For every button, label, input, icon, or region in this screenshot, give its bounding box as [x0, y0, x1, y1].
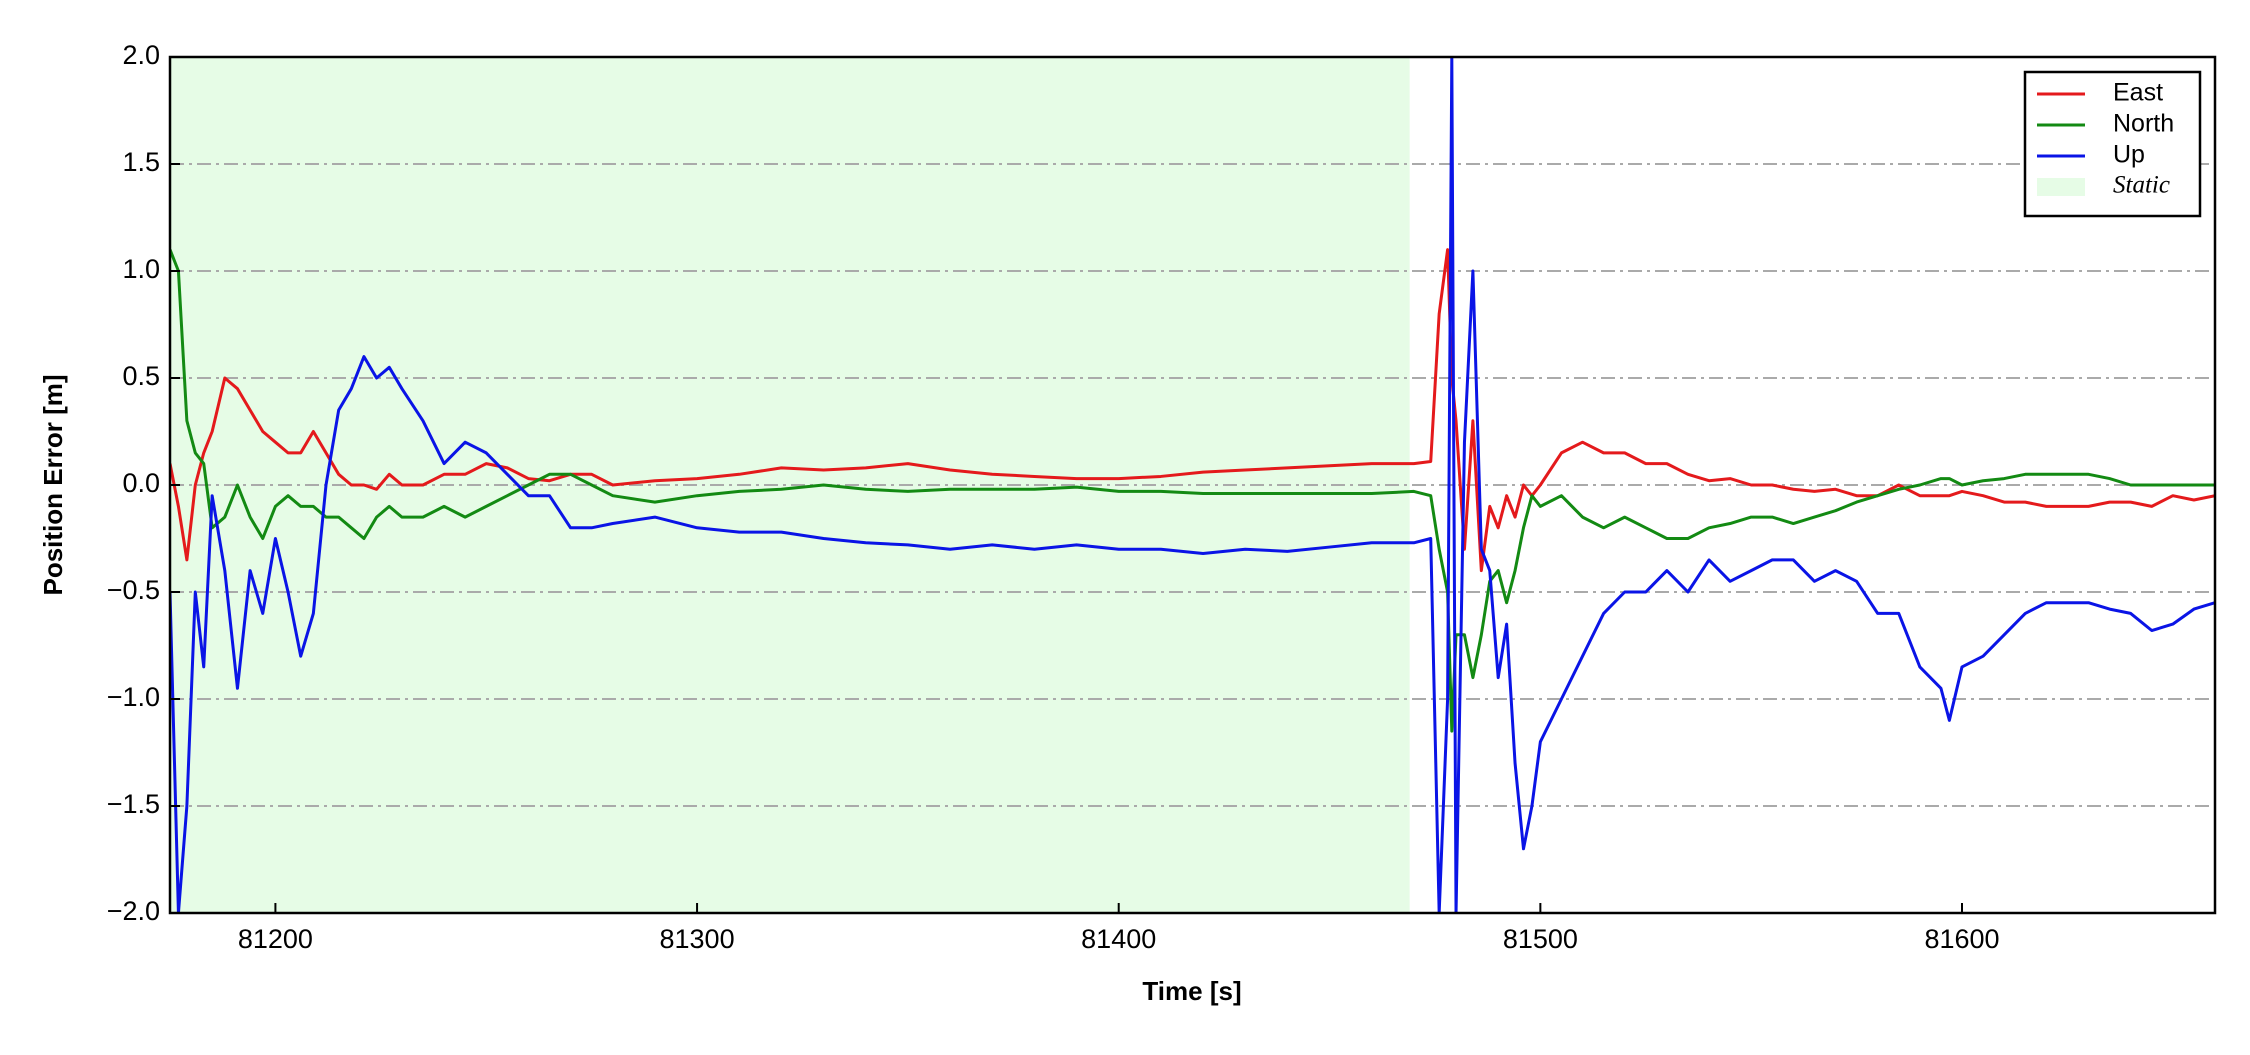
x-tick-label: 81400 — [1081, 924, 1156, 954]
y-axis-title: Position Error [m] — [38, 374, 68, 595]
series-line — [170, 57, 2215, 913]
x-tick-label: 81300 — [660, 924, 735, 954]
series-line — [170, 249, 2215, 733]
legend-label: Static — [2113, 172, 2170, 199]
legend-swatch — [2037, 178, 2085, 196]
y-tick-label: −1.0 — [107, 682, 160, 712]
x-axis-title: Time [s] — [1142, 976, 1241, 1006]
series-line — [170, 248, 2215, 573]
y-tick-label: −0.5 — [107, 575, 160, 605]
y-tick-label: 1.0 — [122, 254, 160, 284]
legend-label: North — [2113, 110, 2174, 138]
legend: East North Up Static — [2023, 70, 2202, 218]
axes-layer: −2.0 −1.5 −1.0 −0.5 0.0 0.5 1.0 1.5 2.0 81200 8130… — [107, 40, 2000, 954]
x-tick-label: 81500 — [1503, 924, 1578, 954]
y-tick-label: 0.0 — [122, 468, 160, 498]
y-tick-label: 2.0 — [122, 40, 160, 70]
x-tick-label: 81600 — [1924, 924, 1999, 954]
legend-label: Up — [2113, 141, 2145, 169]
y-tick-label: 1.5 — [122, 147, 160, 177]
x-tick-label: 81200 — [238, 924, 313, 954]
y-tick-label: −1.5 — [107, 789, 160, 819]
lines-layer — [170, 57, 2215, 913]
y-tick-label: 0.5 — [122, 361, 160, 391]
legend-label: East — [2113, 79, 2163, 107]
y-tick-label: −2.0 — [107, 896, 160, 926]
